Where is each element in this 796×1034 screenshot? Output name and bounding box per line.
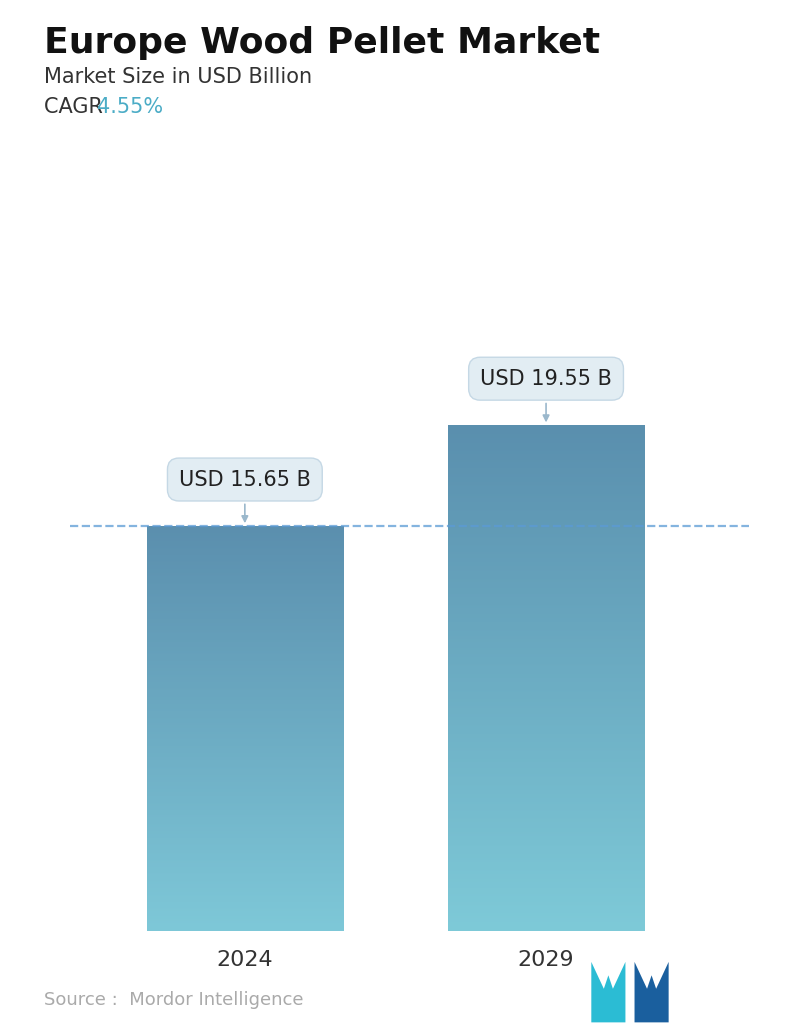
Text: 4.55%: 4.55% [97, 97, 163, 117]
Text: Market Size in USD Billion: Market Size in USD Billion [44, 67, 312, 87]
Text: Europe Wood Pellet Market: Europe Wood Pellet Market [44, 26, 600, 60]
Text: CAGR: CAGR [44, 97, 109, 117]
Text: USD 15.65 B: USD 15.65 B [179, 469, 310, 521]
Text: Source :  Mordor Intelligence: Source : Mordor Intelligence [44, 992, 303, 1009]
Text: USD 19.55 B: USD 19.55 B [480, 369, 612, 421]
